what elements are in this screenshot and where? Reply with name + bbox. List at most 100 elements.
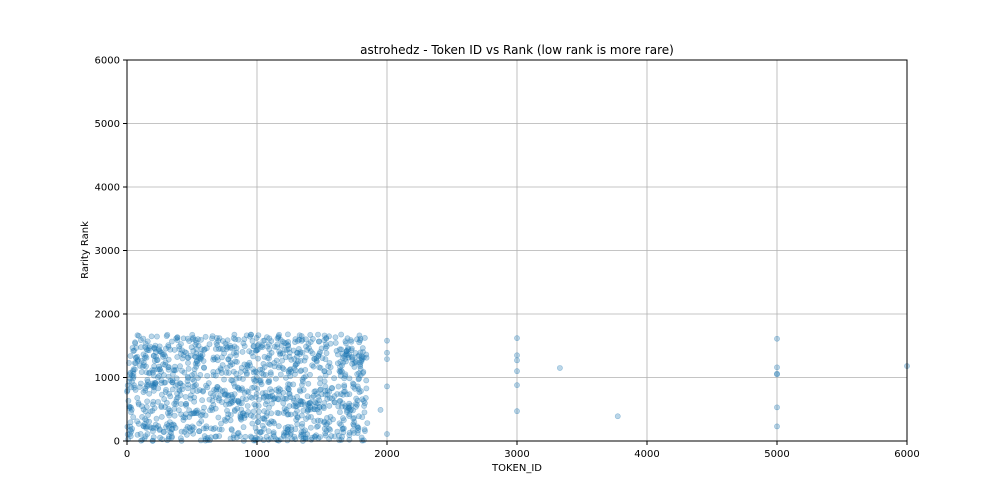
- data-point: [299, 420, 306, 427]
- data-point: [252, 347, 259, 354]
- data-point: [237, 413, 244, 420]
- data-point: [354, 336, 360, 343]
- data-point: [163, 399, 170, 406]
- data-point: [247, 433, 254, 440]
- data-point: [293, 403, 300, 410]
- data-point: [218, 366, 224, 373]
- data-point: [352, 350, 359, 356]
- data-point: [322, 383, 329, 390]
- data-point: [331, 433, 338, 440]
- data-point: [173, 396, 180, 402]
- data-point: [327, 364, 334, 371]
- data-point: [224, 364, 231, 371]
- data-point: [224, 407, 230, 414]
- data-point: [203, 425, 210, 432]
- data-point: [187, 392, 194, 399]
- data-point: [146, 390, 153, 397]
- data-point: [342, 355, 349, 362]
- data-point: [216, 426, 223, 433]
- data-point: [163, 424, 169, 430]
- data-point: [293, 416, 300, 423]
- data-point: [200, 425, 207, 432]
- data-point: [128, 406, 135, 413]
- data-point: [260, 337, 267, 344]
- data-point: [252, 368, 259, 375]
- data-point: [322, 372, 329, 379]
- data-point: [355, 424, 362, 431]
- data-point: [194, 410, 201, 416]
- data-point: [323, 427, 330, 434]
- data-point: [206, 396, 213, 403]
- data-point: [234, 359, 240, 365]
- data-point: [194, 360, 201, 367]
- data-point: [215, 414, 222, 421]
- data-point: [130, 348, 137, 354]
- data-point: [315, 331, 321, 338]
- data-point: [299, 349, 306, 356]
- data-point: [169, 386, 176, 393]
- data-point: [255, 341, 262, 348]
- data-point: [202, 333, 209, 340]
- data-point: [360, 349, 366, 355]
- data-point: [268, 338, 275, 344]
- data-point: [285, 346, 292, 352]
- data-point: [321, 419, 328, 426]
- data-point: [177, 392, 184, 399]
- data-point: [774, 370, 780, 377]
- data-point: [150, 382, 157, 388]
- data-point: [124, 382, 131, 389]
- data-point: [148, 333, 155, 340]
- data-point: [292, 410, 299, 417]
- data-point: [302, 336, 309, 343]
- data-point: [283, 406, 290, 413]
- data-point: [151, 405, 158, 412]
- data-point: [214, 357, 221, 364]
- data-point: [150, 398, 157, 405]
- data-point: [146, 418, 152, 425]
- data-point: [305, 407, 312, 413]
- data-point: [197, 412, 204, 419]
- data-point: [323, 343, 330, 350]
- data-point: [189, 423, 196, 430]
- data-point: [251, 378, 258, 384]
- data-point: [131, 384, 138, 391]
- data-point: [127, 433, 134, 440]
- data-point: [225, 392, 232, 399]
- data-point: [252, 434, 259, 441]
- data-point: [166, 412, 173, 419]
- data-point: [181, 369, 188, 376]
- data-point: [198, 336, 204, 343]
- data-point: [149, 401, 156, 408]
- data-point: [304, 393, 311, 400]
- data-point: [259, 342, 266, 349]
- data-point: [171, 405, 178, 412]
- data-point: [326, 436, 333, 442]
- data-point: [233, 375, 240, 382]
- data-point: [312, 434, 319, 440]
- data-point: [131, 382, 137, 389]
- data-point: [155, 385, 162, 392]
- data-point: [316, 350, 323, 357]
- data-point: [316, 397, 323, 404]
- data-point: [137, 337, 144, 344]
- data-point: [228, 398, 235, 405]
- data-point: [204, 434, 211, 441]
- data-point: [321, 378, 328, 385]
- data-point: [275, 334, 282, 341]
- data-point: [271, 343, 278, 350]
- data-point: [207, 407, 213, 414]
- data-point: [151, 345, 158, 351]
- data-point: [257, 377, 264, 384]
- data-point: [127, 353, 134, 359]
- data-point: [143, 381, 150, 388]
- data-point: [224, 337, 231, 344]
- data-point: [252, 394, 259, 401]
- data-point: [342, 403, 349, 409]
- data-point: [250, 408, 257, 415]
- data-point: [228, 427, 235, 433]
- data-point: [294, 338, 301, 344]
- data-point: [361, 403, 368, 409]
- data-point: [126, 360, 132, 366]
- data-point: [132, 339, 138, 346]
- data-point: [281, 405, 288, 412]
